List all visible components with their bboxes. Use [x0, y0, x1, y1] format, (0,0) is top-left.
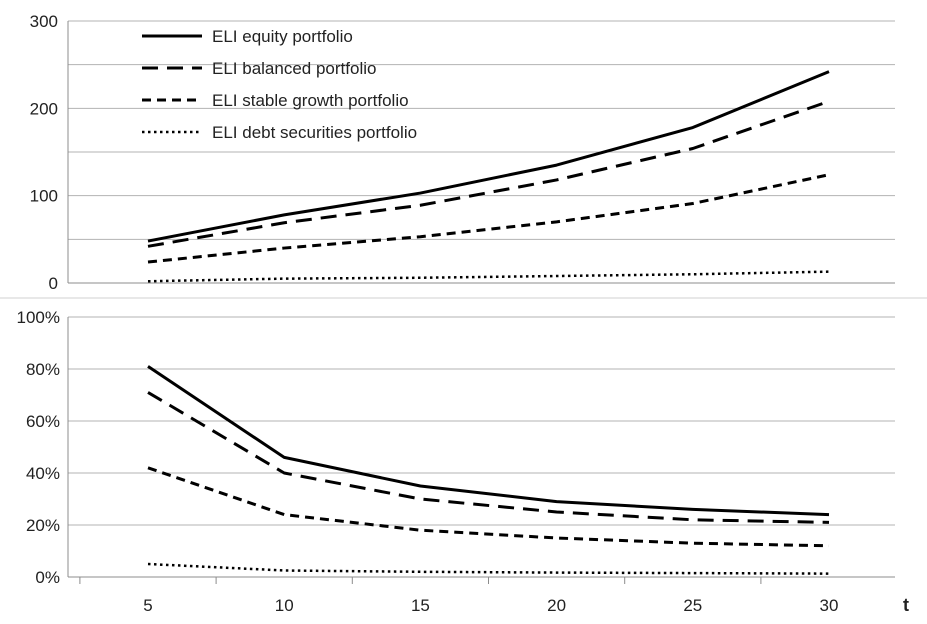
top-series-line-solid	[147, 70, 830, 243]
y-tick-label: 100%	[17, 308, 60, 327]
x-tick-label: 15	[411, 596, 430, 615]
top-series-line-long-dash	[147, 99, 830, 248]
x-tick-label: 25	[683, 596, 702, 615]
y-tick-label: 0	[49, 274, 58, 293]
y-tick-label: 200	[30, 99, 58, 118]
bottom-series-line-solid	[147, 365, 830, 517]
y-tick-label: 20%	[26, 516, 60, 535]
bottom-series-line-long-dash	[147, 391, 830, 524]
legend-label: ELI balanced portfolio	[212, 59, 376, 78]
bottom-series-line-short-dash	[147, 466, 830, 548]
y-tick-label: 0%	[35, 568, 60, 587]
legend-label: ELI stable growth portfolio	[212, 91, 409, 110]
top-series-line-short-dash	[147, 173, 830, 264]
x-tick-label: 30	[820, 596, 839, 615]
y-tick-label: 100	[30, 187, 58, 206]
bottom-series-line-dotted	[147, 562, 830, 575]
top-series-line-dotted	[147, 270, 830, 283]
legend-label: ELI debt securities portfolio	[212, 123, 417, 142]
legend-label: ELI equity portfolio	[212, 27, 353, 46]
x-tick-label: 20	[547, 596, 566, 615]
x-tick-label: 10	[275, 596, 294, 615]
x-tick-label: 5	[143, 596, 152, 615]
y-tick-label: 80%	[26, 360, 60, 379]
y-tick-label: 40%	[26, 464, 60, 483]
y-tick-label: 300	[30, 12, 58, 31]
y-tick-label: 60%	[26, 412, 60, 431]
x-axis-title: t	[903, 595, 909, 615]
